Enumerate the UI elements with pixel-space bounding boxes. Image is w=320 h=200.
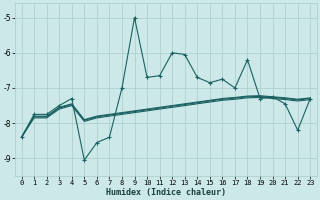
X-axis label: Humidex (Indice chaleur): Humidex (Indice chaleur) [106, 188, 226, 197]
